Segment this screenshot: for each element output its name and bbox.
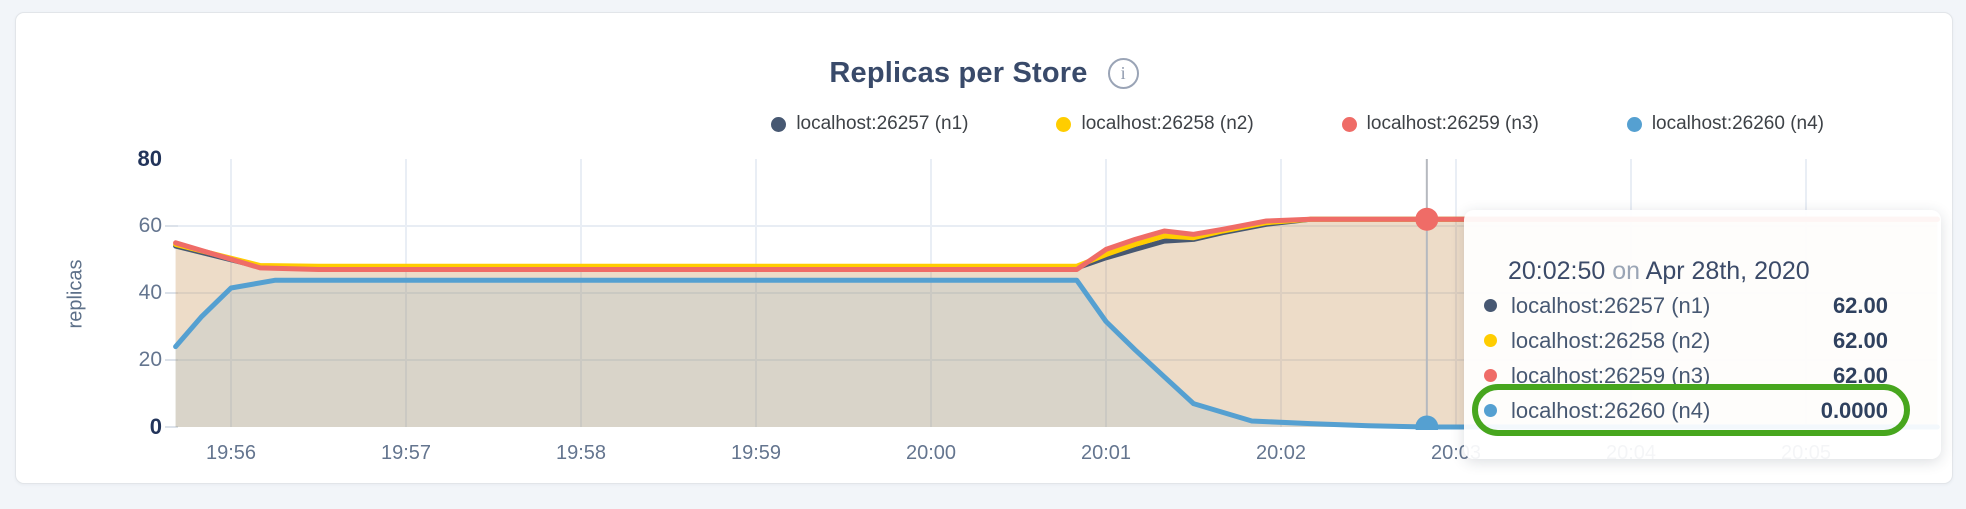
tooltip-row: localhost:26260 (n4) 0.0000 (1464, 393, 1941, 428)
line-series-4 (173, 277, 1940, 430)
x-tick-label: 19:58 (555, 442, 607, 464)
tooltip-row: localhost:26259 (n3) 62.00 (1464, 358, 1941, 393)
tooltip-row: localhost:26258 (n2) 62.00 (1464, 323, 1941, 358)
tooltip-row-swatch (1484, 369, 1497, 382)
legend-item-n4[interactable]: localhost:26260 (n4) (1626, 113, 1824, 135)
chart-tooltip: 20:02:50 on Apr 28th, 2020 localhost:262… (1464, 210, 1941, 459)
legend-swatch (771, 116, 787, 132)
x-tick-label: 20:02 (1255, 442, 1307, 464)
info-icon-glyph: i (1120, 63, 1126, 83)
y-tick-label: 40 (138, 281, 162, 304)
legend-label: localhost:26260 (n4) (1651, 113, 1824, 134)
legend-label: localhost:26257 (n1) (796, 113, 969, 134)
legend-swatch (1056, 116, 1072, 132)
legend-swatch (1626, 116, 1642, 132)
x-tick-label: 19:59 (730, 442, 782, 464)
y-axis-title: replicas (64, 259, 87, 329)
tooltip-row-swatch (1484, 299, 1497, 312)
tooltip-conjunction: on (1612, 257, 1641, 285)
tooltip-row-swatch (1484, 404, 1497, 417)
y-tick-label: 60 (138, 214, 162, 237)
tooltip-row-label: localhost:26260 (n4) (1511, 397, 1711, 423)
chart-header: Replicas per Store i (16, 57, 1952, 90)
tooltip-row-label: localhost:26258 (n2) (1511, 327, 1711, 353)
area-fill-series-4 (175, 280, 1938, 427)
x-tick-label: 20:01 (1080, 442, 1132, 464)
legend: localhost:26257 (n1) localhost:26258 (n2)… (771, 113, 1824, 135)
chart-card: Replicas per Store i localhost:26257 (n1… (15, 12, 1953, 484)
tooltip-row-value: 62.00 (1832, 327, 1888, 353)
x-tick-label: 19:56 (205, 442, 257, 464)
tooltip-time: 20:02:50 (1508, 257, 1606, 285)
y-tick-label: 80 (137, 146, 162, 171)
x-tick-label: 19:57 (380, 442, 432, 464)
tooltip-row-swatch (1484, 334, 1497, 347)
tooltip-row-label: localhost:26257 (n1) (1511, 292, 1711, 318)
chart-title: Replicas per Store (829, 57, 1088, 89)
tooltip-row-label: localhost:26259 (n3) (1511, 362, 1711, 388)
info-icon[interactable]: i (1107, 58, 1139, 89)
tooltip-row: localhost:26257 (n1) 62.00 (1464, 288, 1941, 323)
legend-item-n3[interactable]: localhost:26259 (n3) (1341, 113, 1539, 135)
crosshair-dot-series-3 (1415, 207, 1439, 231)
x-tick-label: 20:00 (905, 442, 957, 464)
legend-swatch (1341, 116, 1357, 132)
legend-label: localhost:26258 (n2) (1081, 113, 1254, 134)
legend-item-n1[interactable]: localhost:26257 (n1) (771, 113, 968, 135)
legend-item-n2[interactable]: localhost:26258 (n2) (1056, 113, 1254, 135)
tooltip-row-value: 62.00 (1832, 292, 1888, 318)
legend-label: localhost:26259 (n3) (1366, 113, 1539, 134)
y-tick-label: 20 (138, 348, 162, 371)
tooltip-date: Apr 28th, 2020 (1645, 257, 1810, 285)
y-tick-label: 0 (149, 414, 162, 439)
tooltip-row-value: 62.00 (1832, 362, 1888, 388)
tooltip-rows: localhost:26257 (n1) 62.00 localhost:26258… (1464, 288, 1941, 428)
crosshair-dot-series-4 (1415, 415, 1439, 430)
tooltip-row-value: 0.0000 (1820, 397, 1888, 423)
line-series-3 (173, 216, 1940, 272)
tooltip-timestamp: 20:02:50 on Apr 28th, 2020 (1508, 257, 1810, 286)
